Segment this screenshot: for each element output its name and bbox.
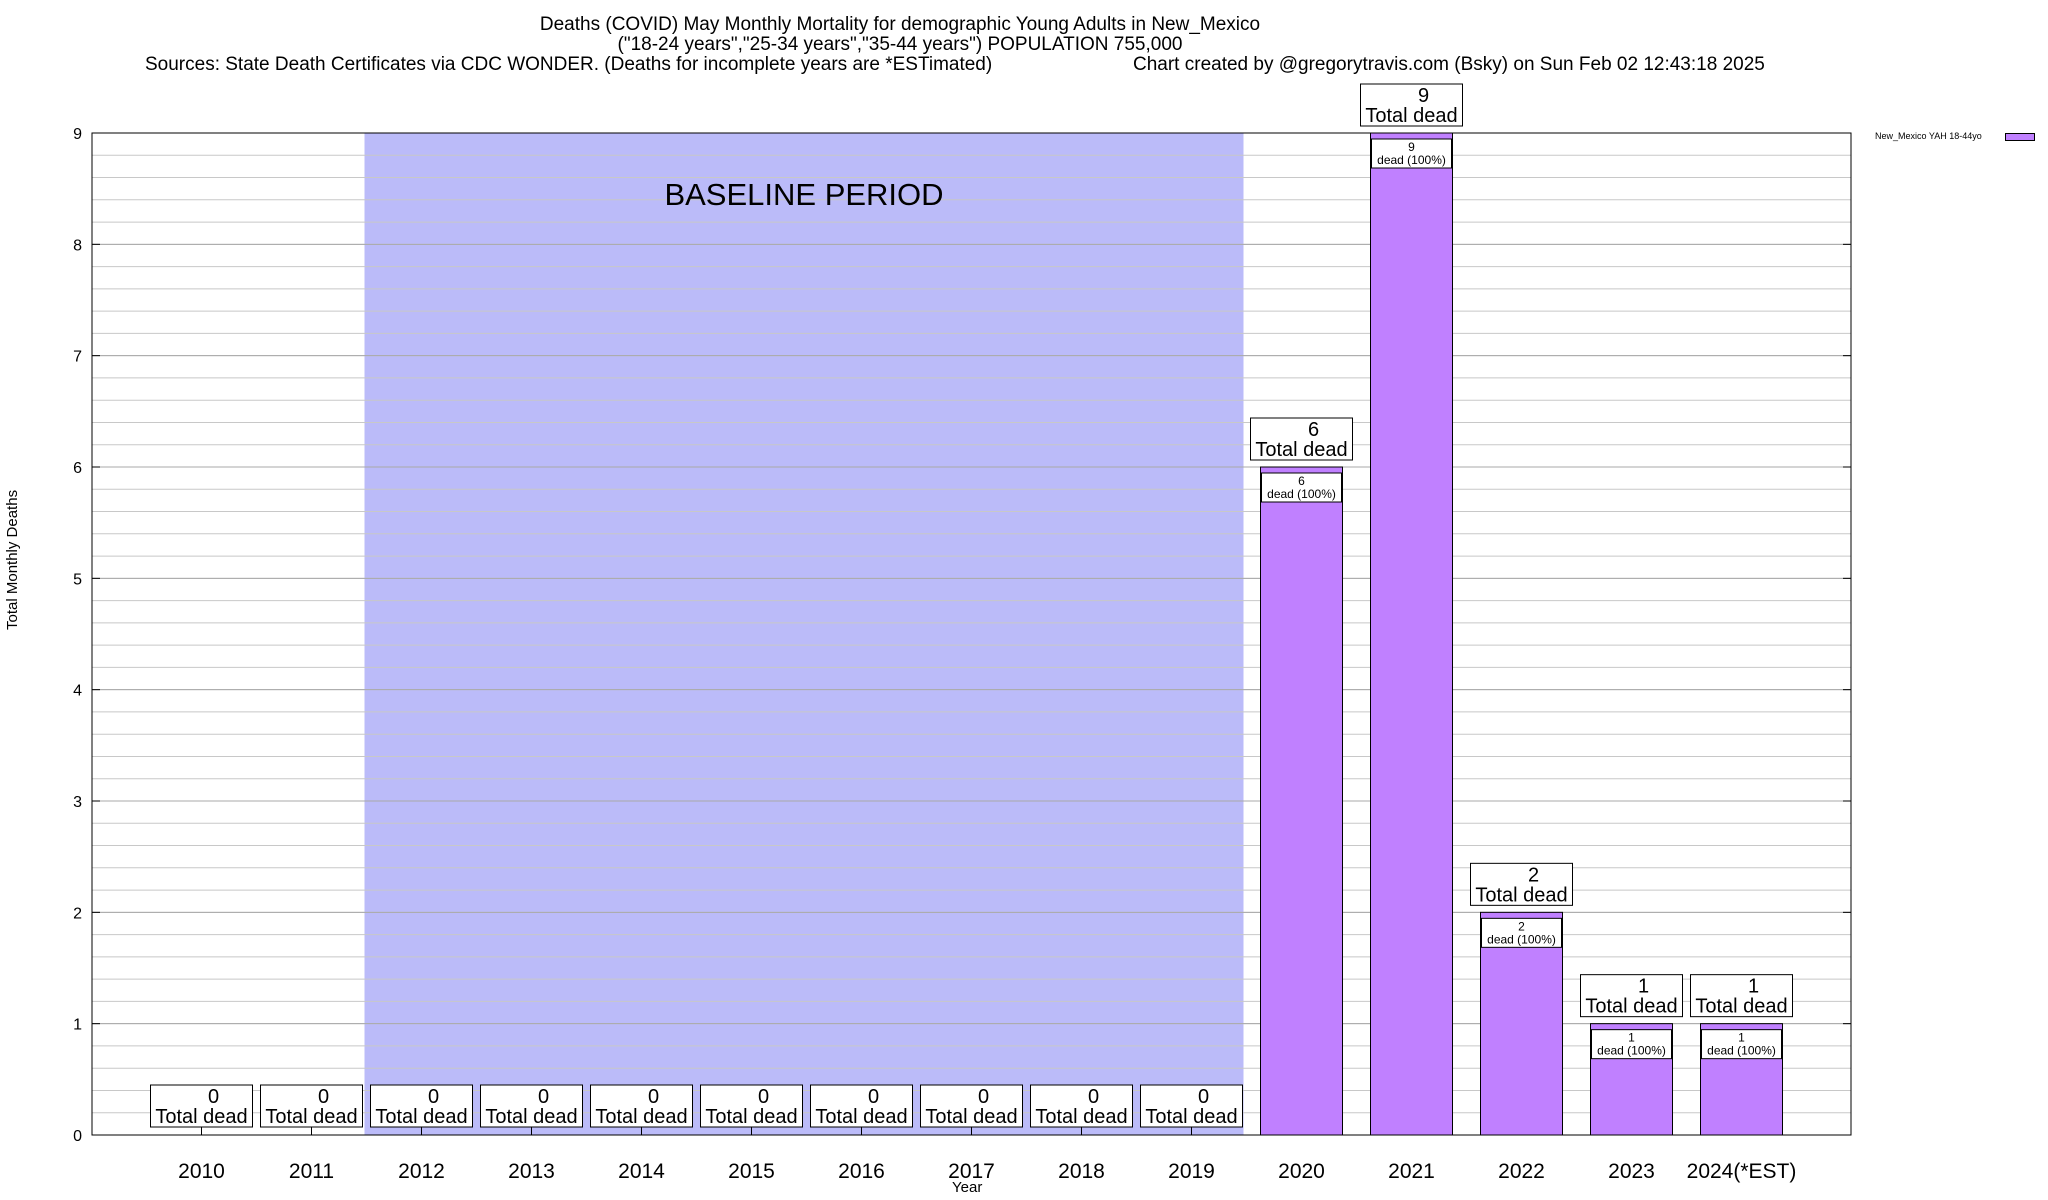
bar-inner-label-box [1591, 1029, 1672, 1060]
y-tick-label: 1 [73, 1017, 82, 1034]
total-label: Total dead [375, 1106, 467, 1128]
total-label: Total dead [485, 1106, 577, 1128]
x-tick-label: 2024(*EST) [1687, 1160, 1797, 1183]
total-label-box [1140, 1084, 1243, 1128]
total-value: 0 [208, 1086, 219, 1108]
x-tick-label: 2010 [178, 1160, 225, 1183]
total-label: Total dead [1475, 884, 1567, 906]
total-label-box [1360, 83, 1463, 127]
chart-title-line-1: Deaths (COVID) May Monthly Mortality for… [539, 14, 1261, 35]
total-label-box [590, 1084, 693, 1128]
x-axis-label: Year [952, 1179, 983, 1196]
total-label-box [260, 1084, 363, 1128]
bar-inner-label-box [1371, 138, 1452, 169]
x-tick-label: 2017 [948, 1160, 995, 1183]
total-label-box [370, 1084, 473, 1128]
baseline-band [364, 133, 1244, 1135]
total-label-box [1580, 974, 1683, 1018]
x-tick-label: 2013 [508, 1160, 555, 1183]
total-label-box [1250, 417, 1353, 461]
x-tick-label: 2014 [618, 1160, 665, 1183]
total-value: 9 [1418, 85, 1429, 107]
total-label-box [1470, 862, 1573, 906]
bar [1370, 132, 1453, 1136]
y-tick-label: 0 [73, 1128, 82, 1145]
total-label: Total dead [705, 1106, 797, 1128]
x-tick-label: 2021 [1388, 1160, 1435, 1183]
bar-inner-value: 2 [1518, 919, 1525, 933]
y-tick-label: 5 [73, 571, 82, 588]
y-tick-label: 4 [73, 683, 82, 700]
total-value: 0 [538, 1086, 549, 1108]
bar-inner-value: 9 [1408, 140, 1415, 154]
total-label-box [150, 1084, 253, 1128]
total-value: 6 [1308, 419, 1319, 441]
bar [1480, 911, 1563, 1136]
bar-inner-value: 1 [1628, 1031, 1635, 1045]
total-value: 0 [318, 1086, 329, 1108]
bar-inner-label-box [1481, 917, 1562, 948]
x-tick-label: 2016 [838, 1160, 885, 1183]
x-tick-label: 2011 [289, 1160, 334, 1183]
bar-inner-value: 6 [1298, 474, 1305, 488]
x-tick-label: 2022 [1498, 1160, 1545, 1183]
bar-inner-label: dead (100%) [1377, 153, 1446, 167]
y-tick-label: 3 [73, 794, 82, 811]
baseline-label: BASELINE PERIOD [664, 177, 943, 212]
x-tick-label: 2015 [728, 1160, 775, 1183]
total-label: Total dead [925, 1106, 1017, 1128]
total-label: Total dead [815, 1106, 907, 1128]
bar-inner-label: dead (100%) [1487, 932, 1556, 946]
total-value: 0 [428, 1086, 439, 1108]
total-label-box [810, 1084, 913, 1128]
total-label-box [920, 1084, 1023, 1128]
y-tick-label: 8 [73, 237, 82, 254]
total-label-box [480, 1084, 583, 1128]
total-value: 1 [1638, 976, 1649, 998]
total-value: 0 [978, 1086, 989, 1108]
total-label-box [1030, 1084, 1133, 1128]
total-value: 0 [758, 1086, 769, 1108]
bar-inner-label-box [1261, 472, 1342, 503]
y-tick-label: 6 [73, 460, 82, 477]
legend-label: New_Mexico YAH 18-44yo [1875, 131, 1982, 141]
bar-inner-value: 1 [1738, 1031, 1745, 1045]
x-tick-label: 2012 [398, 1160, 445, 1183]
y-tick-label: 2 [73, 905, 82, 922]
total-value: 0 [868, 1086, 879, 1108]
total-label: Total dead [1255, 439, 1347, 461]
bar-inner-label: dead (100%) [1597, 1044, 1666, 1058]
total-label-box [1690, 974, 1793, 1018]
total-value: 0 [648, 1086, 659, 1108]
total-label: Total dead [155, 1106, 247, 1128]
y-tick-label: 9 [73, 126, 82, 143]
total-value: 0 [1088, 1086, 1099, 1108]
x-tick-label: 2020 [1278, 1160, 1325, 1183]
bar-inner-label-box [1701, 1029, 1782, 1060]
total-label: Total dead [1035, 1106, 1127, 1128]
x-tick-label: 2018 [1058, 1160, 1105, 1183]
bar [1260, 466, 1343, 1136]
bar-inner-label: dead (100%) [1707, 1044, 1776, 1058]
total-value: 1 [1748, 976, 1759, 998]
bar-inner-label: dead (100%) [1267, 487, 1336, 501]
chart-sources: Sources: State Death Certificates via CD… [145, 54, 993, 75]
x-tick-label: 2019 [1168, 1160, 1215, 1183]
total-label: Total dead [1585, 996, 1677, 1018]
chart-credit: Chart created by @gregorytravis.com (Bsk… [1133, 54, 1765, 75]
y-tick-label: 7 [73, 349, 82, 366]
total-value: 0 [1198, 1086, 1209, 1108]
x-tick-label: 2023 [1608, 1160, 1655, 1183]
total-label: Total dead [595, 1106, 687, 1128]
legend-swatch [2005, 133, 2035, 141]
total-label: Total dead [1695, 996, 1787, 1018]
chart-title-line-2: ("18-24 years","25-34 years","35-44 year… [617, 34, 1183, 55]
total-value: 2 [1528, 864, 1539, 886]
total-label: Total dead [1145, 1106, 1237, 1128]
total-label: Total dead [1365, 105, 1457, 127]
total-label-box [700, 1084, 803, 1128]
total-label: Total dead [265, 1106, 357, 1128]
